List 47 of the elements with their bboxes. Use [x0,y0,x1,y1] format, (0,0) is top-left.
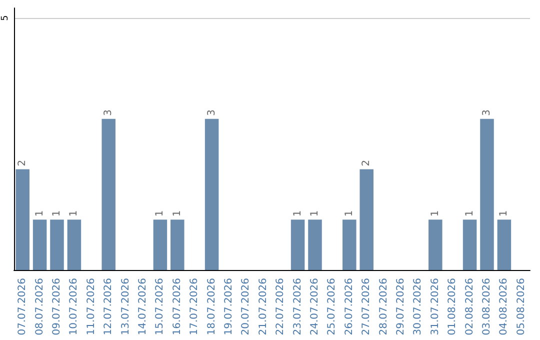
data-label: 1 [344,210,355,217]
data-label: 1 [464,210,476,217]
x-tick-label: 25.07.2026 [326,278,338,336]
x-tick-label: 09.07.2026 [52,278,62,336]
x-tick-label: 01.08.2026 [447,278,458,336]
data-label: 1 [498,210,510,217]
x-tick-label: 29.07.2026 [396,278,406,336]
x-tick-label: 26.07.2026 [344,278,355,336]
x-tick-label: 19.07.2026 [224,278,234,336]
x-tick-label: 27.07.2026 [361,278,372,336]
data-label: 2 [17,160,28,166]
data-label: 1 [310,210,320,217]
x-tick-label: 28.07.2026 [378,278,390,336]
data-label: 3 [103,109,114,116]
x-tick-label: 04.08.2026 [498,278,510,336]
x-tick-label: 10.07.2026 [68,278,80,336]
data-label: 1 [52,210,62,217]
x-tick-label: 22.07.2026 [275,278,286,336]
data-label: 1 [430,210,441,217]
x-tick-label: 14.07.2026 [138,278,148,336]
x-tick-label: 17.07.2026 [189,278,200,336]
x-tick-label: 24.07.2026 [310,278,320,336]
x-tick-label: 20.07.2026 [240,278,252,336]
data-label: 1 [292,210,304,217]
x-tick-label: 18.07.2026 [206,278,218,336]
y-tick-label: 5 [0,15,10,21]
x-tick-label: 31.07.2026 [430,278,441,336]
x-tick-label: 05.08.2026 [516,278,527,336]
x-tick-label: 15.07.2026 [154,278,166,336]
data-label: 2 [361,160,372,166]
x-tick-label: 21.07.2026 [258,278,269,336]
x-tick-label: 03.08.2026 [482,278,492,336]
x-tick-label: 30.07.2026 [412,278,424,336]
data-label: 1 [34,210,46,217]
data-label: 3 [482,109,492,116]
x-tick-label: 16.07.2026 [172,278,183,336]
data-label: 3 [206,109,218,116]
x-tick-label: 12.07.2026 [103,278,114,336]
x-tick-label: 23.07.2026 [292,278,304,336]
x-tick-label: 11.07.2026 [86,278,97,336]
data-label: 1 [154,210,166,217]
data-label: 1 [172,210,183,217]
x-tick-label: 07.07.2026 [17,278,28,336]
data-label: 1 [68,210,80,217]
x-tick-label: 08.07.2026 [34,278,46,336]
x-tick-label: 02.08.2026 [464,278,476,336]
x-tick-label: 13.07.2026 [120,278,132,336]
